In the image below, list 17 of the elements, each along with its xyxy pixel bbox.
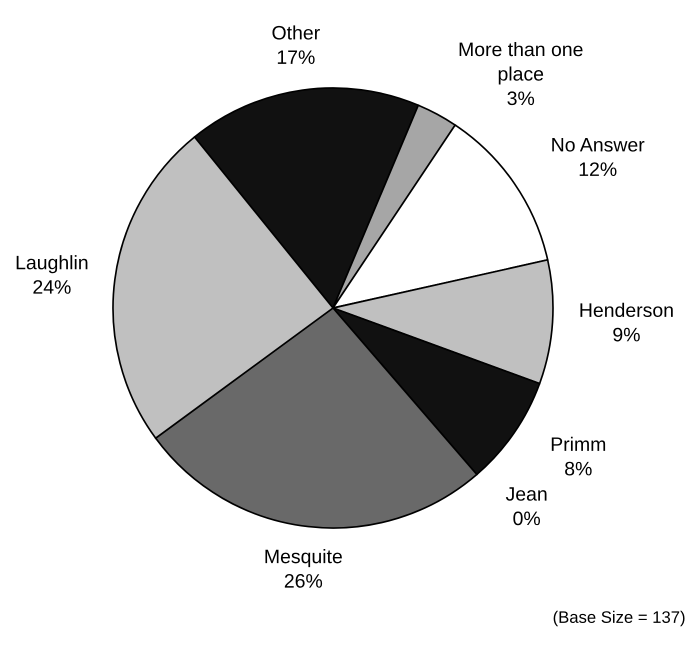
category-label: Jean	[506, 487, 546, 501]
data-label: 9%	[613, 328, 640, 342]
text: 0%	[513, 511, 540, 526]
slice-label: Primm	[552, 436, 606, 451]
data-label: 26%	[284, 574, 322, 588]
data-label: 24%	[33, 280, 71, 294]
data-label: 17%	[278, 50, 315, 64]
slice-label: Mesquite	[265, 549, 342, 568]
data-label: 3%	[507, 91, 534, 106]
slice-label: Henderson	[580, 302, 673, 318]
slice-label: Laughlin	[16, 255, 88, 274]
slice-label: Other	[272, 25, 320, 40]
slice-label: More than one place	[460, 42, 583, 85]
data-label: 12%	[580, 162, 616, 176]
data-label: 8%	[565, 462, 592, 476]
slice-label: No Answer	[552, 138, 644, 152]
text: (Base Size = 137)	[554, 610, 685, 626]
